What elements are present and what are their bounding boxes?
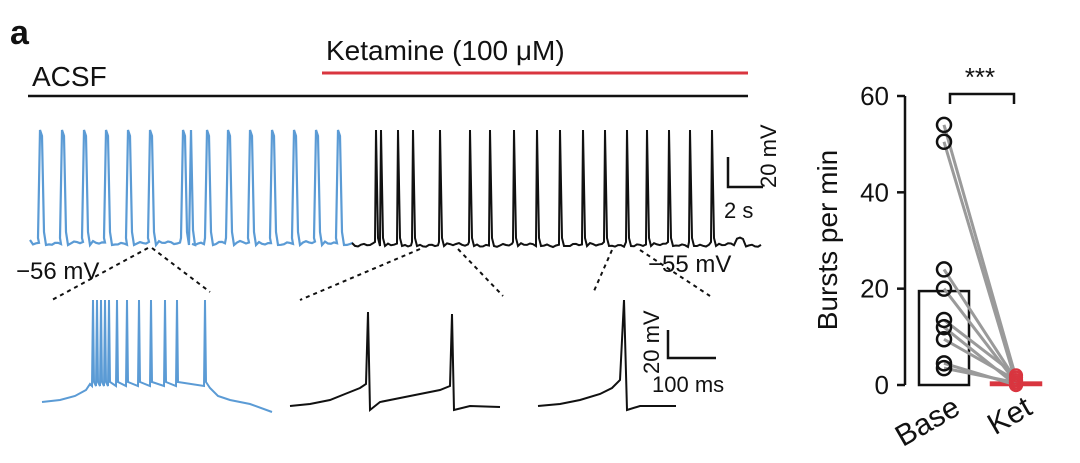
base-point [935,133,953,151]
paired-line [943,337,1017,382]
base-point [935,355,953,372]
y-tick-label: 40 [860,177,889,207]
paired-line [942,141,1018,384]
bottom-scale-bar [666,330,716,360]
y-axis-label: Bursts per min [812,150,843,331]
base-point [935,280,953,297]
bottom-scale-time: 100 ms [652,372,724,397]
paired-line [942,268,1018,382]
bursts-chart: Bursts per min 0 20 40 60 *** Base Ket [812,62,1043,453]
paired-line [942,124,1018,379]
y-ticks: 0 20 40 60 [860,81,905,400]
y-tick-label: 0 [875,370,889,400]
x-tick-label-base: Base [890,390,966,453]
base-point [935,359,953,377]
bottom-scale-voltage: 20 mV [639,310,664,374]
y-tick-label: 60 [860,81,889,111]
significance-marker: *** [965,62,995,92]
paired-line [943,366,1017,385]
paired-lines [942,124,1018,387]
ket-point [1008,375,1024,390]
points [935,116,1024,393]
paired-line [943,318,1017,377]
y-tick-label: 20 [860,274,889,304]
acsf-expanded-trace [41,299,273,413]
ketamine-expanded-trace-1 [289,311,501,413]
top-scale-voltage: 20 mV [756,124,781,188]
base-point [935,318,953,336]
x-tick-label-ket: Ket [982,390,1038,441]
panel-label: a [10,14,30,52]
ketamine-label: Ketamine (100 μM) [326,35,565,66]
ket-point [1008,368,1024,383]
top-scale-bar [726,157,763,189]
x-tick-labels: Base Ket [890,390,1038,453]
ketamine-long-trace [351,129,762,249]
acsf-label: ACSF [32,61,107,92]
base-point [935,330,953,348]
base-point [935,116,953,134]
base-point [935,311,953,329]
top-scale-time: 2 s [724,198,753,223]
significance-bracket [948,92,1016,104]
base-point [935,261,953,278]
ketamine-expanded-trace-2 [537,299,676,412]
zoom-guides [51,247,711,301]
acsf-long-trace [29,129,354,248]
resting-potential-left: −56 mV [16,258,99,285]
paired-line [943,326,1017,387]
